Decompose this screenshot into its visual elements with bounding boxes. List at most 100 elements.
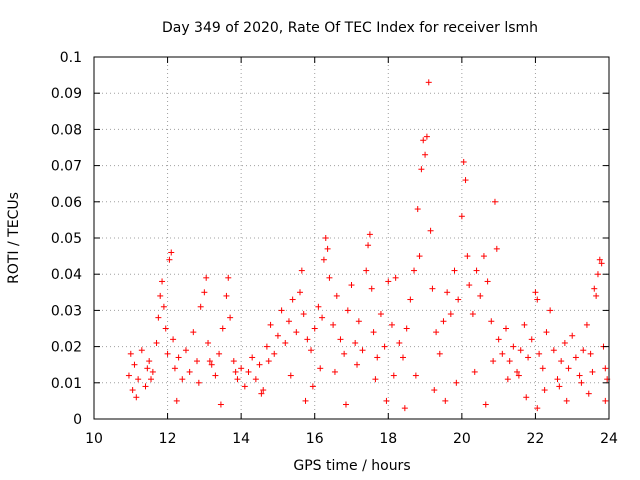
- data-point: [127, 350, 134, 357]
- data-point: [403, 325, 410, 332]
- data-point: [282, 339, 289, 346]
- data-point: [576, 372, 583, 379]
- x-tick-labels: 10 12 14 16 18 20 22 24: [85, 431, 618, 447]
- x-tick-label: 14: [232, 431, 250, 447]
- data-point: [227, 314, 234, 321]
- x-tick-label: 18: [379, 431, 397, 447]
- data-point: [490, 358, 497, 365]
- data-point: [482, 401, 489, 408]
- data-point: [563, 397, 570, 404]
- data-point: [238, 365, 245, 372]
- data-point: [578, 379, 585, 386]
- data-point: [232, 368, 239, 375]
- data-point: [300, 311, 307, 318]
- data-point: [569, 332, 576, 339]
- data-point: [201, 289, 208, 296]
- data-point: [160, 303, 167, 310]
- data-point: [517, 347, 524, 354]
- data-point: [153, 339, 160, 346]
- x-tick-label: 20: [453, 431, 471, 447]
- data-point: [311, 325, 318, 332]
- data-point: [190, 329, 197, 336]
- data-point: [534, 296, 541, 303]
- data-point: [170, 336, 177, 343]
- data-point: [506, 358, 513, 365]
- data-point: [499, 350, 506, 357]
- data-point: [447, 311, 454, 318]
- data-point: [572, 354, 579, 361]
- data-point: [125, 372, 132, 379]
- data-point: [337, 336, 344, 343]
- data-point: [302, 397, 309, 404]
- data-point: [368, 285, 375, 292]
- data-point: [297, 289, 303, 296]
- data-point: [366, 231, 373, 238]
- data-point: [583, 321, 590, 328]
- chart-title: Day 349 of 2020, Rate Of TEC Index for r…: [162, 20, 538, 36]
- data-point: [420, 137, 427, 144]
- x-axis-label: GPS time / hours: [293, 458, 410, 474]
- data-point: [425, 79, 432, 86]
- data-point: [245, 368, 252, 375]
- data-point: [444, 289, 451, 296]
- data-point: [341, 350, 348, 357]
- data-point: [580, 347, 587, 354]
- data-point: [274, 332, 281, 339]
- data-point: [159, 278, 166, 285]
- data-point: [162, 325, 169, 332]
- data-point: [495, 336, 502, 343]
- data-point: [173, 397, 180, 404]
- data-point: [365, 242, 372, 249]
- data-point: [388, 321, 395, 328]
- data-point: [225, 274, 232, 281]
- data-point: [585, 390, 592, 397]
- data-point: [171, 365, 178, 372]
- data-point: [155, 314, 162, 321]
- data-point: [414, 206, 421, 213]
- data-point: [436, 350, 443, 357]
- data-point: [208, 361, 215, 368]
- plot-frame: [93, 56, 610, 420]
- y-tick-label: 0.06: [51, 195, 82, 211]
- y-tick-labels: 0 0.01 0.02 0.03 0.04 0.05 0.06 0.07 0.08 0.09 0.1: [51, 50, 82, 428]
- data-point: [330, 321, 337, 328]
- data-point: [157, 292, 164, 299]
- data-point: [515, 372, 522, 379]
- x-tick-label: 22: [527, 431, 545, 447]
- data-point: [333, 292, 340, 299]
- y-tick-label: 0.02: [51, 340, 82, 356]
- data-points: [125, 79, 611, 412]
- data-point: [418, 166, 425, 173]
- data-point: [392, 274, 399, 281]
- data-point: [186, 368, 193, 375]
- data-point: [319, 314, 326, 321]
- data-point: [304, 336, 311, 343]
- data-point: [241, 383, 248, 390]
- data-point: [326, 274, 333, 281]
- data-point: [138, 347, 145, 354]
- data-point: [144, 365, 151, 372]
- data-point: [212, 372, 219, 379]
- data-point: [543, 329, 550, 336]
- data-point: [129, 387, 136, 394]
- data-point: [493, 245, 500, 252]
- data-point: [488, 318, 495, 325]
- data-point: [455, 296, 462, 303]
- data-point: [554, 376, 561, 383]
- data-point: [440, 318, 447, 325]
- data-point: [462, 177, 469, 184]
- x-tick-label: 16: [306, 431, 324, 447]
- y-axis-label: ROTI / TECUs: [6, 192, 22, 284]
- data-point: [401, 405, 408, 412]
- data-point: [528, 336, 535, 343]
- data-point: [431, 387, 438, 394]
- y-tick-label: 0.03: [51, 303, 82, 319]
- data-point: [480, 253, 487, 260]
- data-point: [602, 397, 609, 404]
- data-point: [271, 350, 278, 357]
- data-point: [442, 397, 449, 404]
- x-tick-label: 12: [159, 431, 177, 447]
- data-point: [317, 365, 324, 372]
- data-point: [320, 256, 327, 263]
